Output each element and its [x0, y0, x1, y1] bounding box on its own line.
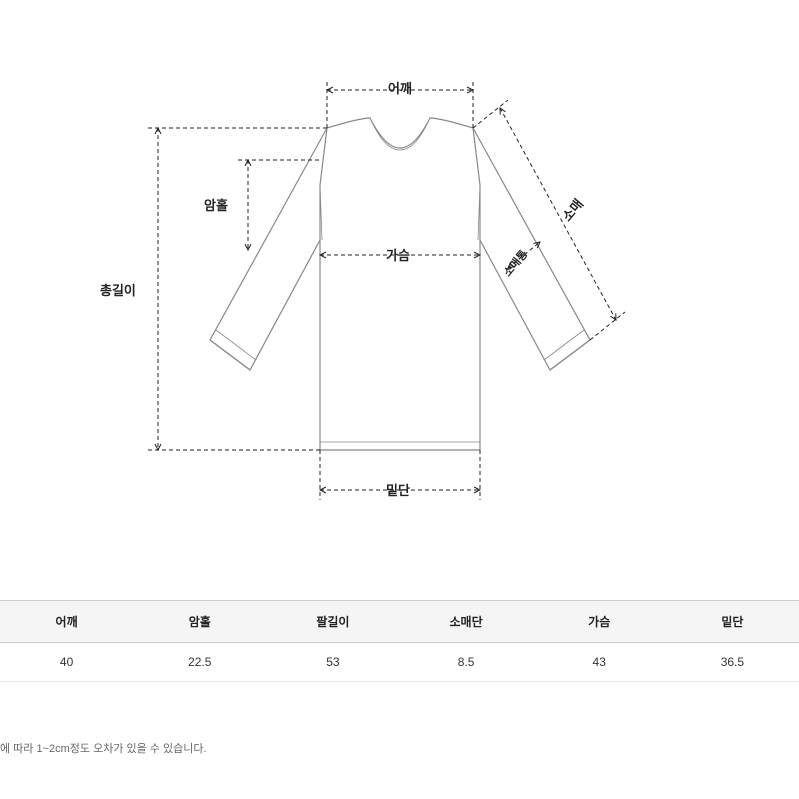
col-header: 어깨: [0, 601, 133, 643]
size-table: 어깨 암홀 팔길이 소매단 가슴 밑단 40 22.5 53 8.5 43 36…: [0, 600, 799, 682]
col-header: 암홀: [133, 601, 266, 643]
cell: 43: [533, 643, 666, 682]
label-total-length: 총길이: [100, 280, 136, 299]
cell: 36.5: [666, 643, 799, 682]
col-header: 밑단: [666, 601, 799, 643]
cell: 8.5: [399, 643, 532, 682]
table-row: 40 22.5 53 8.5 43 36.5: [0, 643, 799, 682]
dimension-lines: [148, 80, 625, 500]
label-armhole: 암홀: [204, 195, 228, 214]
label-shoulder: 어깨: [388, 78, 412, 97]
cell: 22.5: [133, 643, 266, 682]
col-header: 소매단: [399, 601, 532, 643]
table-header-row: 어깨 암홀 팔길이 소매단 가슴 밑단: [0, 601, 799, 643]
cell: 40: [0, 643, 133, 682]
tolerance-note: 에 따라 1~2cm정도 오차가 있을 수 있습니다.: [0, 740, 207, 756]
label-chest: 가슴: [386, 245, 410, 264]
cell: 53: [266, 643, 399, 682]
col-header: 가슴: [533, 601, 666, 643]
measurement-table: 어깨 암홀 팔길이 소매단 가슴 밑단 40 22.5 53 8.5 43 36…: [0, 600, 799, 682]
col-header: 팔길이: [266, 601, 399, 643]
label-hem: 밑단: [386, 480, 410, 499]
garment-outline: [210, 118, 590, 450]
measurement-diagram: 어깨 암홀 가슴 총길이 밑단 소매 소매통: [0, 0, 799, 540]
